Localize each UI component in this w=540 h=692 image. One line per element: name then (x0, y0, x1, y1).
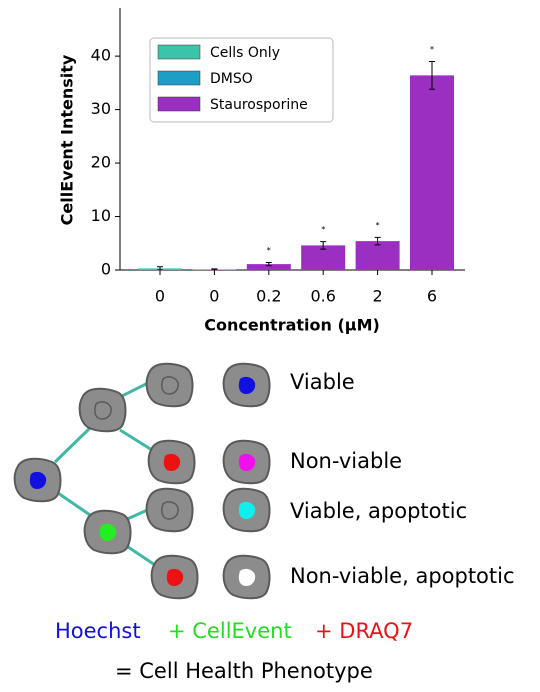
cell (147, 489, 193, 532)
diagram: Viable Non-viable Viable, apoptotic Non-… (15, 364, 515, 683)
y-tick-label: 40 (91, 46, 111, 65)
cell (80, 389, 126, 432)
result-label: = Cell Health Phenotype (115, 659, 373, 683)
cell (224, 364, 270, 407)
edge (125, 545, 155, 565)
x-axis-label: Concentration (µM) (204, 316, 380, 335)
page: CellEvent Intensity Concentration (µM) 0… (0, 0, 540, 688)
y-tick-label: 0 (101, 260, 111, 279)
significance-marker: * (430, 45, 434, 54)
x-tick-label: 0.2 (256, 287, 281, 306)
cell (147, 364, 193, 407)
bar (356, 241, 400, 270)
x-tick-label: 2 (373, 287, 383, 306)
x-tick-label: 6 (427, 287, 437, 306)
cell (15, 459, 61, 502)
cell (149, 441, 195, 484)
cell (224, 556, 270, 599)
edge (120, 430, 152, 450)
legend-label: DMSO (210, 71, 253, 87)
cell (224, 441, 270, 484)
cell (85, 511, 131, 554)
phenotype-label: Non-viable, apoptotic (290, 564, 515, 588)
phenotype-label: Viable (290, 370, 355, 394)
legend-label: Staurosporine (210, 97, 308, 113)
significance-marker: * (376, 221, 380, 230)
stain-label: + DRAQ7 (315, 619, 413, 643)
y-tick-label: 20 (91, 153, 111, 172)
x-tick-label: 0 (155, 287, 165, 306)
cell (224, 489, 270, 532)
significance-marker: * (267, 246, 271, 255)
phenotype-label: Non-viable (290, 449, 402, 473)
significance-marker: * (321, 225, 325, 234)
x-tick-label: 0 (209, 287, 219, 306)
bar (410, 75, 454, 270)
legend-swatch (158, 71, 200, 85)
x-tick-label: 0.6 (310, 287, 335, 306)
edge (55, 428, 90, 462)
legend-swatch (158, 97, 200, 111)
cell (152, 556, 198, 599)
legend-label: Cells Only (210, 45, 280, 61)
phenotype-label: Viable, apoptotic (290, 499, 467, 523)
y-axis-label: CellEvent Intensity (58, 54, 77, 225)
chart: CellEvent Intensity Concentration (µM) 0… (58, 8, 466, 335)
y-tick-label: 30 (91, 99, 111, 118)
stain-label: + CellEvent (168, 619, 292, 643)
error-bar (266, 263, 272, 266)
legend-swatch (158, 45, 200, 59)
stain-label: Hoechst (55, 619, 141, 643)
y-tick-label: 10 (91, 206, 111, 225)
edge (58, 493, 90, 515)
